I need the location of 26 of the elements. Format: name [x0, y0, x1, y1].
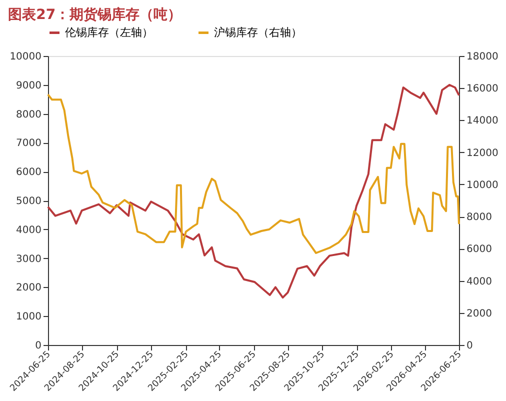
y2-tick-label: 2000	[466, 308, 492, 320]
y-tick-label: 6000	[16, 167, 42, 178]
line-series	[47, 94, 460, 254]
y-tick-label: 7000	[16, 138, 42, 150]
legend-label: 伦锡库存（左轴）	[65, 26, 153, 39]
y2-tick-label: 10000	[466, 180, 498, 191]
y-tick-label: 4000	[16, 224, 42, 236]
y-tick-label: 2000	[16, 282, 42, 294]
y2-tick-label: 18000	[466, 52, 498, 62]
y2-tick-label: 0	[466, 340, 473, 352]
y2-tick-label: 12000	[466, 148, 498, 159]
chart-title: 图表27：期货锡库存（吨）	[8, 6, 182, 23]
y-tick-label: 1000	[16, 312, 42, 323]
line-series	[47, 84, 460, 299]
y2-tick-label: 4000	[466, 276, 492, 288]
y2-tick-label: 16000	[466, 84, 498, 95]
y-tick-label: 5000	[16, 196, 42, 207]
y2-tick-label: 6000	[466, 244, 492, 256]
y2-tick-label: 8000	[466, 212, 492, 224]
y2-tick-label: 14000	[466, 116, 498, 127]
y-tick-label: 10000	[10, 52, 42, 62]
y-tick-label: 9000	[16, 80, 42, 92]
y-tick-label: 3000	[16, 254, 42, 265]
y-tick-label: 8000	[16, 109, 42, 120]
y-tick-label: 0	[35, 340, 42, 352]
legend-label: 沪锡库存（右轴）	[214, 26, 302, 39]
